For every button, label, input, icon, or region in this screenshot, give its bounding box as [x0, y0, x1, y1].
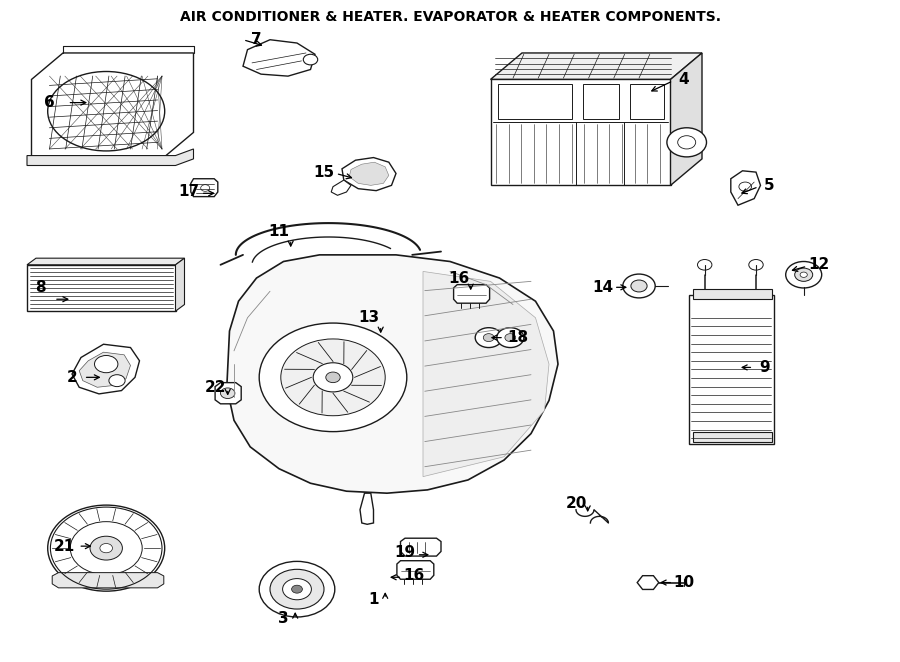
Polygon shape: [243, 40, 315, 76]
Polygon shape: [491, 79, 670, 185]
Polygon shape: [27, 265, 176, 311]
Circle shape: [749, 260, 763, 270]
Bar: [688, 295, 774, 444]
Polygon shape: [637, 576, 659, 589]
Polygon shape: [423, 271, 549, 477]
Circle shape: [70, 522, 142, 575]
Circle shape: [48, 505, 165, 591]
Text: 7: 7: [251, 32, 262, 47]
Bar: [583, 84, 619, 119]
Polygon shape: [349, 162, 389, 185]
Text: 3: 3: [278, 612, 289, 626]
Text: 22: 22: [205, 380, 227, 395]
Circle shape: [739, 182, 752, 191]
Text: 6: 6: [44, 95, 55, 110]
Polygon shape: [176, 258, 184, 311]
Text: 12: 12: [808, 258, 830, 272]
Circle shape: [667, 128, 706, 157]
Circle shape: [475, 328, 502, 348]
Circle shape: [201, 185, 210, 191]
Circle shape: [623, 274, 655, 298]
Text: 15: 15: [313, 165, 335, 179]
Circle shape: [292, 585, 302, 593]
Text: 17: 17: [178, 185, 200, 199]
Text: 18: 18: [507, 330, 528, 345]
Polygon shape: [27, 149, 194, 166]
Circle shape: [313, 363, 353, 392]
Text: 4: 4: [679, 72, 689, 87]
Polygon shape: [454, 285, 490, 303]
Circle shape: [303, 54, 318, 65]
Polygon shape: [670, 53, 702, 185]
Circle shape: [109, 375, 125, 387]
Bar: [498, 84, 572, 119]
Bar: [630, 84, 664, 119]
Text: 16: 16: [448, 271, 470, 285]
Polygon shape: [360, 493, 373, 524]
Text: 2: 2: [67, 370, 77, 385]
Text: 20: 20: [565, 496, 587, 510]
Circle shape: [94, 355, 118, 373]
Circle shape: [497, 328, 524, 348]
Text: 14: 14: [592, 281, 614, 295]
Text: 21: 21: [54, 539, 76, 553]
Circle shape: [800, 272, 807, 277]
Circle shape: [678, 136, 696, 149]
Circle shape: [270, 569, 324, 609]
Polygon shape: [27, 258, 184, 265]
Circle shape: [505, 334, 516, 342]
Text: 9: 9: [760, 360, 770, 375]
Text: 19: 19: [394, 545, 416, 560]
Polygon shape: [491, 53, 702, 79]
Text: 1: 1: [368, 592, 379, 606]
Circle shape: [259, 561, 335, 617]
Text: 13: 13: [358, 310, 380, 325]
Polygon shape: [342, 158, 396, 191]
Polygon shape: [331, 180, 351, 195]
Circle shape: [786, 261, 822, 288]
Circle shape: [100, 544, 112, 553]
Polygon shape: [79, 352, 130, 387]
Polygon shape: [52, 573, 164, 588]
Text: AIR CONDITIONER & HEATER. EVAPORATOR & HEATER COMPONENTS.: AIR CONDITIONER & HEATER. EVAPORATOR & H…: [179, 10, 721, 24]
Polygon shape: [227, 255, 558, 493]
Polygon shape: [397, 561, 434, 579]
Polygon shape: [191, 179, 218, 197]
Bar: [693, 289, 772, 299]
Polygon shape: [215, 383, 241, 404]
Circle shape: [631, 280, 647, 292]
Circle shape: [259, 323, 407, 432]
Text: 5: 5: [764, 178, 775, 193]
Circle shape: [281, 339, 385, 416]
Circle shape: [283, 579, 311, 600]
Polygon shape: [72, 344, 140, 394]
Text: 8: 8: [35, 281, 46, 295]
Polygon shape: [731, 171, 760, 205]
Text: 16: 16: [403, 569, 425, 583]
Text: 11: 11: [268, 224, 290, 239]
Circle shape: [90, 536, 122, 560]
Bar: [693, 432, 772, 442]
Polygon shape: [32, 53, 194, 159]
Circle shape: [220, 388, 235, 399]
Circle shape: [483, 334, 494, 342]
Polygon shape: [400, 538, 441, 556]
Circle shape: [326, 372, 340, 383]
Circle shape: [698, 260, 712, 270]
Text: 10: 10: [673, 575, 695, 590]
Circle shape: [795, 268, 813, 281]
